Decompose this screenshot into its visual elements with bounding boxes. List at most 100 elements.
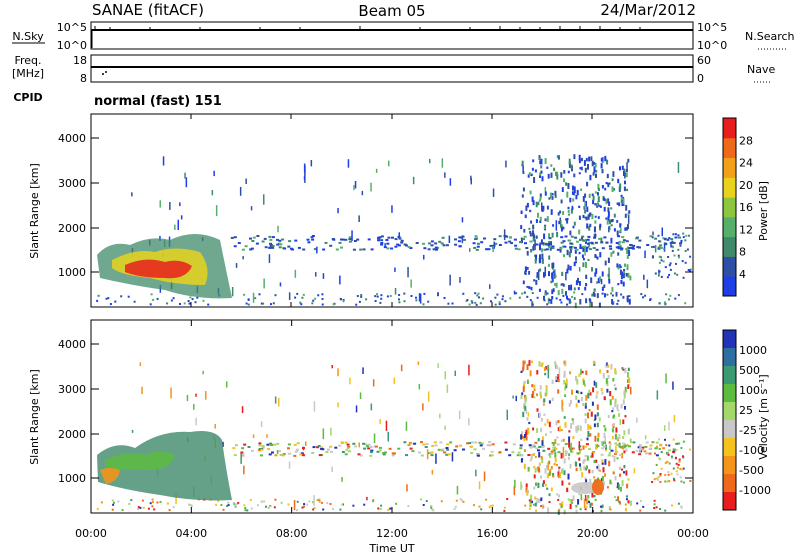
power-scatter-point xyxy=(616,230,619,236)
velocity-scatter-point xyxy=(529,503,532,506)
power-colorbar-frame xyxy=(722,117,737,297)
velocity-scatter-point xyxy=(541,504,544,507)
power-scatter-point xyxy=(578,281,581,286)
velocity-scatter-point xyxy=(243,465,245,475)
velocity-scatter-point xyxy=(639,446,641,452)
velocity-scatter-point xyxy=(588,389,591,394)
velocity-scatter-point xyxy=(561,401,564,406)
power-scatter-point xyxy=(670,245,674,248)
power-scatter-point xyxy=(662,237,665,240)
velocity-scatter-point xyxy=(625,448,628,452)
velocity-scatter-point xyxy=(567,473,570,480)
velocity-scatter-point xyxy=(217,499,220,502)
velocity-scatter-point xyxy=(139,506,142,509)
velocity-scatter-point xyxy=(591,451,595,453)
velocity-scatter-point xyxy=(658,458,661,461)
velocity-ytick-4000: 4000 xyxy=(58,338,86,351)
power-scatter-point xyxy=(569,301,572,304)
velocity-scatter-point xyxy=(677,463,680,466)
power-scatter-point xyxy=(546,292,549,295)
velocity-scatter-point xyxy=(186,395,189,402)
power-scatter-point xyxy=(598,204,601,207)
power-scatter-point xyxy=(550,209,553,215)
power-scatter-point xyxy=(601,185,604,189)
power-scatter-point xyxy=(682,232,685,235)
power-scatter-point xyxy=(188,302,191,305)
velocity-scatter-point xyxy=(296,442,300,445)
velocity-scatter-point xyxy=(582,459,585,465)
velocity-scatter-point xyxy=(541,439,544,446)
velocity-scatter-point xyxy=(544,468,547,474)
velocity-scatter-point xyxy=(418,383,421,390)
velocity-scatter-point xyxy=(267,448,271,450)
power-scatter-point xyxy=(666,276,669,279)
velocity-scatter-point xyxy=(653,499,656,502)
power-scatter-point xyxy=(390,247,394,250)
velocity-scatter-point xyxy=(141,499,144,502)
power-scatter-point xyxy=(573,189,576,194)
velocity-scatter-point xyxy=(607,415,610,418)
power-scatter-point xyxy=(646,244,650,246)
velocity-scatter-point xyxy=(595,394,598,399)
velocity-scatter-point xyxy=(600,387,603,392)
velocity-scatter-point xyxy=(280,501,283,504)
velocity-scatter-point xyxy=(445,447,449,449)
velocity-scatter-point xyxy=(554,452,557,458)
velocity-scatter-point xyxy=(559,472,562,479)
power-ylabel: Slant Range [km] xyxy=(28,163,41,259)
velocity-scatter-point xyxy=(591,491,594,498)
velocity-colorbar-label: Velocity [m s⁻¹] xyxy=(757,374,770,459)
velocity-scatter-point xyxy=(680,447,683,449)
velocity-scatter-point xyxy=(557,378,560,383)
velocity-scatter-point xyxy=(329,503,332,505)
velocity-scatter-point xyxy=(308,500,311,503)
velocity-scatter-point xyxy=(175,493,177,505)
nave-tick-top: 60 xyxy=(697,54,711,67)
power-scatter-point xyxy=(277,225,279,233)
velocity-scatter-point xyxy=(420,441,423,444)
power-scatter-point xyxy=(579,167,582,170)
velocity-scatter-point xyxy=(623,465,626,469)
velocity-scatter-point xyxy=(354,445,358,448)
velocity-scatter-point xyxy=(588,409,591,412)
velocity-scatter-point xyxy=(435,453,437,464)
power-scatter-point xyxy=(578,229,581,235)
velocity-scatter-point xyxy=(320,446,324,449)
power-scatter-point xyxy=(611,178,614,182)
velocity-scatter-point xyxy=(542,480,545,484)
velocity-scatter-point xyxy=(244,509,247,512)
velocity-scatter-point xyxy=(604,427,607,432)
velocity-scatter-point xyxy=(466,442,469,445)
velocity-scatter-point xyxy=(503,509,506,512)
velocity-scatter-point xyxy=(453,449,457,452)
power-scatter-point xyxy=(169,202,171,210)
power-scatter-point xyxy=(548,197,551,200)
velocity-scatter-point xyxy=(393,452,396,455)
power-scatter-point xyxy=(532,246,535,251)
velocity-scatter-point xyxy=(590,502,593,506)
velocity-scatter-point xyxy=(524,504,527,507)
power-scatter-point xyxy=(654,245,657,253)
velocity-scatter-point xyxy=(575,395,578,400)
power-scatter-point xyxy=(348,240,352,243)
power-scatter-point xyxy=(573,173,576,178)
velocity-scatter-point xyxy=(595,382,598,388)
velocity-scatter-point xyxy=(591,469,594,474)
power-scatter-point xyxy=(591,213,594,220)
velocity-scatter-point xyxy=(682,481,685,484)
velocity-scatter-point xyxy=(551,397,554,401)
power-scatter-point xyxy=(403,300,406,303)
power-scatter-point xyxy=(374,300,377,302)
power-scatter-point xyxy=(597,192,599,196)
velocity-scatter-point xyxy=(311,451,315,454)
velocity-scatter-point xyxy=(563,470,566,475)
velocity-scatter-point xyxy=(662,447,666,450)
power-scatter-point xyxy=(263,278,265,289)
freq-tick-top: 18 xyxy=(73,54,87,67)
power-scatter-point xyxy=(640,293,643,296)
velocity-scatter-point xyxy=(215,503,218,506)
velocity-scatter-point xyxy=(623,430,626,436)
power-scatter-point xyxy=(596,293,599,299)
velocity-scatter-point xyxy=(595,459,598,463)
velocity-scatter-point xyxy=(483,471,486,482)
